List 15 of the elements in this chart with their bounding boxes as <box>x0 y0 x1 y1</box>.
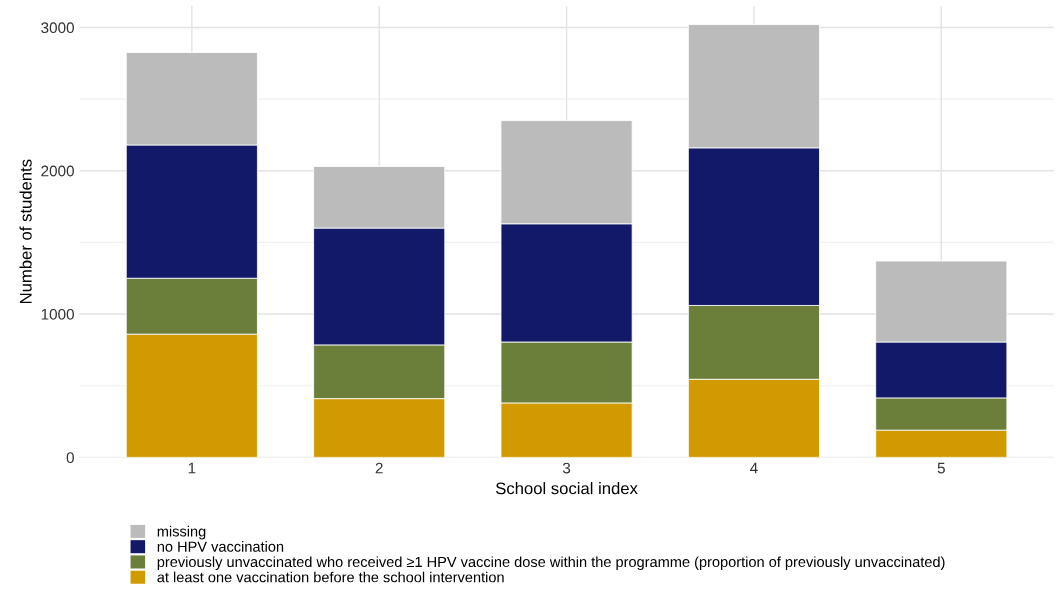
legend-label: no HPV vaccination <box>157 541 284 552</box>
y-axis-title: Number of students <box>19 159 32 304</box>
x-tick-label: 4 <box>750 462 758 474</box>
y-tick-label: 2000 <box>41 165 74 177</box>
y-tick-label: 3000 <box>41 22 74 34</box>
legend-label: missing <box>157 525 206 540</box>
legend-label: at least one vaccination before the school intervention <box>157 571 504 583</box>
y-tick-label: 1000 <box>41 308 74 320</box>
x-tick-label: 3 <box>562 462 571 474</box>
x-tick-label: 1 <box>188 462 196 474</box>
x-tick-label: 5 <box>937 462 945 474</box>
x-tick-label: 2 <box>375 462 383 474</box>
legend-label: previously unvaccinated who received ≥1 HPV vaccine dose within the programme (proportion of previously unvaccinated) <box>157 556 945 570</box>
x-axis-title: School social index <box>495 482 638 495</box>
y-tick-label: 0 <box>66 452 74 464</box>
